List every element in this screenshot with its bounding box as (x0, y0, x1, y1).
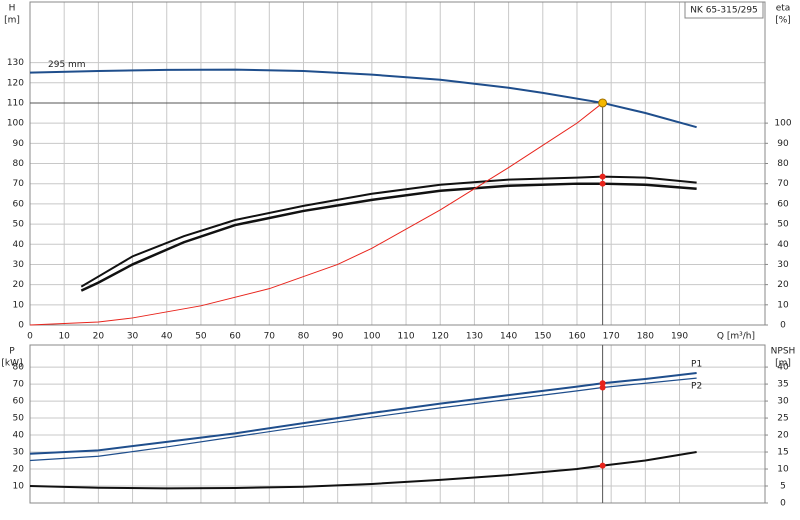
y-tick-label: 120 (7, 78, 24, 88)
x-tick-label: 180 (637, 332, 654, 342)
x-tick-label: 30 (127, 332, 139, 342)
y-axis-label: [m] (4, 16, 20, 26)
y2-tick-label: 90 (777, 139, 789, 149)
y-tick-label: 10 (13, 482, 25, 492)
duty-marker (599, 462, 606, 469)
y-tick-label: 10 (13, 300, 25, 310)
x-tick-label: 50 (195, 332, 207, 342)
plot-frame (29, 1, 766, 326)
y-tick-label: 80 (13, 363, 25, 373)
curve (29, 377, 697, 462)
x-tick-label: 160 (568, 332, 585, 342)
x-tick-label: 10 (58, 332, 70, 342)
y2-tick-label: 60 (777, 199, 789, 209)
y-tick-label: 70 (13, 179, 25, 189)
x-tick-label: 110 (397, 332, 414, 342)
y2-tick-label: 25 (777, 414, 788, 424)
y2-tick-label: 30 (777, 397, 789, 407)
y-tick-label: 20 (13, 280, 25, 290)
y2-tick-label: 20 (777, 431, 789, 441)
y-tick-label: 90 (13, 139, 25, 149)
y2-tick-label: 15 (777, 448, 788, 458)
x-tick-label: 0 (27, 332, 33, 342)
x-tick-label: 80 (298, 332, 310, 342)
x-tick-label: 60 (229, 332, 241, 342)
x-tick-label: 40 (161, 332, 173, 342)
curve-label: P1 (691, 360, 702, 370)
y2-axis-label: NPSH (771, 347, 796, 357)
y-tick-label: 100 (7, 119, 24, 129)
curve (29, 102, 603, 326)
x-tick-label: 70 (264, 332, 276, 342)
y-tick-label: 40 (13, 431, 25, 441)
y2-tick-label: 10 (777, 300, 789, 310)
y-axis-label: [kW] (1, 359, 22, 369)
y-tick-label: 130 (7, 58, 24, 68)
y2-axis-label: [m] (775, 359, 791, 369)
y2-tick-label: 30 (777, 260, 789, 270)
y-tick-label: 50 (13, 220, 25, 230)
x-tick-label: 100 (363, 332, 380, 342)
y-tick-label: 30 (13, 448, 25, 458)
x-tick-label: 190 (671, 332, 688, 342)
y2-tick-label: 40 (777, 240, 789, 250)
y2-tick-label: 35 (777, 380, 788, 390)
duty-point (598, 98, 608, 108)
y2-tick-label: 0 (780, 321, 786, 331)
x-tick-label: 150 (534, 332, 551, 342)
curve (80, 175, 697, 288)
curve (80, 182, 697, 292)
y-tick-label: 80 (13, 159, 25, 169)
title-box (684, 1, 764, 19)
curve-label: P2 (691, 382, 702, 392)
x-tick-label: 120 (432, 332, 449, 342)
y-tick-label: 60 (13, 199, 25, 209)
duty-marker (599, 180, 606, 187)
y-tick-label: 0 (18, 321, 24, 331)
y-tick-label: 70 (13, 380, 25, 390)
duty-marker (599, 384, 606, 391)
curve (29, 372, 697, 455)
y2-axis-label: [%] (775, 16, 791, 26)
y-tick-label: 20 (13, 465, 25, 475)
chart-title: NK 65-315/295 (690, 6, 758, 16)
y2-tick-label: 20 (777, 280, 789, 290)
x-tick-label: 20 (93, 332, 105, 342)
x-tick-label: 90 (332, 332, 344, 342)
y-axis-label: H (9, 4, 16, 14)
plot-frame (29, 344, 766, 504)
y2-tick-label: 5 (780, 482, 786, 492)
x-tick-label: 130 (466, 332, 483, 342)
y2-tick-label: 0 (780, 499, 786, 509)
y2-tick-label: 50 (777, 220, 789, 230)
x-tick-label: 140 (500, 332, 517, 342)
y2-axis-label: eta (776, 4, 791, 14)
x-tick-label: 170 (603, 332, 620, 342)
curve (29, 68, 697, 129)
y-axis-label: P (9, 347, 15, 357)
duty-marker (599, 380, 606, 387)
y-tick-label: 40 (13, 240, 25, 250)
y2-tick-label: 10 (777, 465, 789, 475)
y2-tick-label: 70 (777, 179, 789, 189)
y2-tick-label: 80 (777, 159, 789, 169)
y-tick-label: 50 (13, 414, 25, 424)
curve-label: 295 mm (48, 60, 86, 70)
x-axis-label: Q [m³/h] (717, 332, 755, 342)
y-tick-label: 60 (13, 397, 25, 407)
y2-tick-label: 40 (777, 363, 789, 373)
y-tick-label: 110 (7, 98, 24, 108)
duty-marker (599, 173, 606, 180)
y2-tick-label: 100 (774, 119, 791, 129)
y-tick-label: 30 (13, 260, 25, 270)
curve (29, 451, 697, 490)
